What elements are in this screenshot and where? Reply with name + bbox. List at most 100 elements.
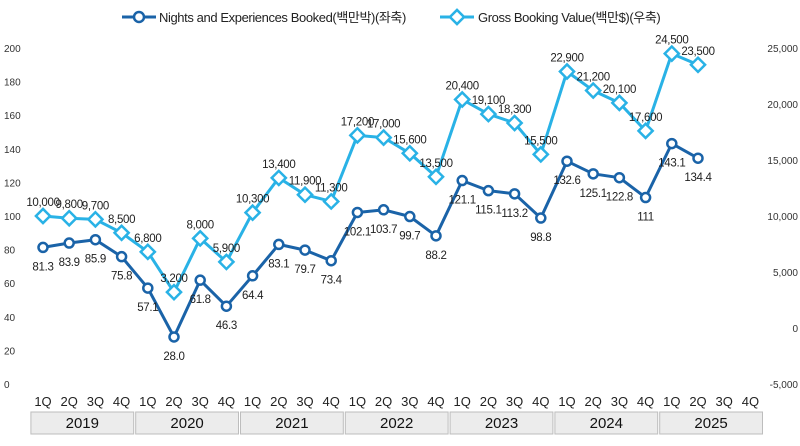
- quarter-label: 1Q: [558, 394, 575, 409]
- point-gbv: [296, 185, 314, 204]
- point-nights: [89, 233, 102, 246]
- legend-marker-diamond: [448, 8, 466, 26]
- data-label-gbv: 8,000: [187, 219, 214, 231]
- year-label: 2024: [590, 415, 623, 432]
- point-nights: [613, 171, 626, 184]
- data-label-gbv: 17,000: [367, 119, 400, 131]
- point-gbv: [112, 223, 131, 242]
- year-label: 2025: [694, 415, 727, 432]
- point-gbv: [453, 90, 472, 109]
- left-tick-label: 80: [4, 246, 16, 257]
- data-label-nights: 115.1: [475, 205, 501, 217]
- point-gbv: [60, 209, 79, 228]
- point-gbv: [479, 105, 498, 123]
- point-nights: [351, 206, 364, 219]
- data-label-nights: 102.1: [344, 226, 371, 238]
- left-axis: 0 20 40 60 80 100 120 140 160 180 200: [4, 44, 21, 391]
- data-label-nights: 88.2: [425, 250, 446, 262]
- data-label-gbv: 10,300: [236, 194, 269, 206]
- data-label-gbv: 17,200: [341, 116, 374, 128]
- data-label-nights: 111: [637, 212, 654, 224]
- point-nights: [692, 152, 704, 164]
- data-label-nights: 132.6: [553, 175, 580, 187]
- year-band: [449, 411, 554, 435]
- data-label-gbv: 5,900: [213, 243, 240, 255]
- data-label-gbv: 18,300: [498, 104, 531, 116]
- data-label-nights: 85.9: [85, 254, 106, 266]
- right-tick-label: -5,000: [770, 380, 799, 391]
- point-gbv: [374, 128, 393, 147]
- point-nights: [482, 184, 495, 197]
- data-label-nights: 73.4: [321, 275, 343, 287]
- data-label-gbv: 23,500: [681, 46, 714, 58]
- year-band: [30, 411, 135, 435]
- quarter-label: 1Q: [34, 394, 51, 409]
- data-label-nights: 143.1: [658, 158, 685, 170]
- year-label: 2022: [380, 415, 413, 432]
- data-label-nights: 121.1: [449, 195, 476, 207]
- point-gbv: [584, 81, 603, 100]
- data-label-nights: 75.8: [111, 271, 132, 283]
- point-gbv: [427, 167, 445, 186]
- point-gbv: [662, 44, 681, 63]
- point-gbv: [138, 243, 157, 261]
- point-gbv: [348, 126, 367, 145]
- quarter-label: 4Q: [218, 394, 235, 409]
- point-gbv: [165, 283, 183, 301]
- point-nights: [666, 137, 678, 150]
- data-label-nights: 99.7: [399, 231, 420, 243]
- point-gbv: [400, 144, 419, 163]
- year-band: [135, 411, 239, 435]
- point-nights: [404, 210, 416, 223]
- point-gbv: [531, 145, 550, 164]
- left-tick-label: 20: [4, 346, 16, 357]
- data-label-gbv: 13,400: [262, 159, 295, 171]
- year-band: [659, 411, 764, 435]
- right-tick-label: 20,000: [767, 100, 798, 111]
- point-gbv: [558, 62, 576, 81]
- right-tick-label: 5,000: [773, 268, 798, 279]
- data-labels: 81.3 83.9 85.9 75.8 57.1 28.0 61.8 46.3 64.4 83.1…: [26, 35, 715, 363]
- data-label-nights: 125.1: [580, 188, 607, 200]
- point-nights: [273, 238, 285, 251]
- legend-label-gbv: Gross Booking Value(백만$)(우축): [478, 10, 660, 25]
- data-label-nights: 134.4: [684, 172, 712, 184]
- left-tick-label: 100: [4, 212, 21, 223]
- point-gbv: [269, 169, 288, 187]
- year-label: 2020: [170, 415, 203, 432]
- year-label: 2021: [275, 415, 308, 432]
- quarter-label: 1Q: [454, 394, 471, 409]
- point-gbv: [610, 94, 629, 112]
- data-label-gbv: 22,900: [550, 53, 583, 65]
- data-label-gbv: 11,900: [289, 176, 322, 188]
- quarter-label: 3Q: [401, 394, 418, 409]
- left-tick-label: 60: [4, 279, 16, 290]
- point-nights: [639, 191, 652, 204]
- quarter-label: 3Q: [611, 394, 628, 409]
- data-label-nights: 57.1: [137, 302, 158, 314]
- quarter-label: 1Q: [244, 394, 261, 409]
- quarter-label: 4Q: [113, 394, 130, 409]
- quarter-label: 2Q: [585, 394, 602, 409]
- point-gbv: [217, 253, 236, 271]
- quarter-label: 2Q: [375, 394, 392, 409]
- quarter-label: 2Q: [689, 394, 706, 409]
- point-nights: [194, 274, 206, 286]
- left-tick-label: 180: [4, 78, 21, 89]
- right-axis: -5,000 0 5,000 10,000 15,000 20,000 25,000: [767, 44, 798, 391]
- quarter-label: 2Q: [61, 394, 78, 409]
- data-label-gbv: 9,800: [56, 199, 83, 211]
- quarter-label: 2Q: [270, 394, 287, 409]
- quarter-label: 2Q: [480, 394, 497, 409]
- left-tick-label: 40: [4, 313, 16, 324]
- right-tick-label: 0: [792, 324, 798, 335]
- legend-marker-circle: [132, 10, 146, 24]
- point-nights: [561, 155, 573, 167]
- quarter-label: 3Q: [296, 394, 313, 409]
- data-label-gbv: 9,700: [82, 200, 109, 212]
- point-nights: [587, 168, 599, 180]
- data-label-gbv: 6,800: [134, 233, 161, 245]
- quarter-label: 1Q: [349, 394, 366, 409]
- point-gbv: [636, 122, 655, 140]
